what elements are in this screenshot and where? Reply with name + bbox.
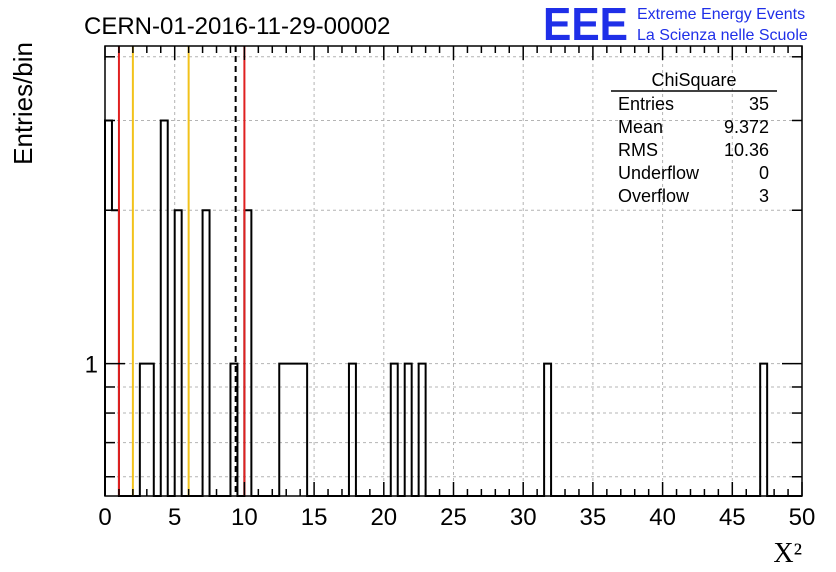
axis-ticks [104,46,803,496]
x-axis-label: X² [773,538,802,569]
chart-title: CERN-01-2016-11-29-00002 [84,13,390,40]
eee-logo: EEE Extreme Energy Events La Scienza nel… [543,0,808,50]
stats-row-value: 10.36 [724,140,769,160]
histogram-bin [300,364,307,496]
grid [105,46,802,496]
x-tick-labels: 0 5 10 15 20 25 30 35 40 45 50 [98,504,815,531]
x-tick-label: 20 [370,504,397,531]
histogram-bin [105,120,112,496]
histogram-bin [349,364,356,496]
histogram-bin [175,210,182,496]
x-tick-label: 40 [649,504,676,531]
x-tick-label: 45 [719,504,746,531]
stats-row-value: 3 [759,186,769,206]
stats-row-label: RMS [618,140,658,160]
histogram-bin [419,364,426,496]
histogram-bin [286,364,293,496]
histogram-bin [544,364,551,496]
stats-row-label: Entries [618,94,674,114]
stats-row-value: 0 [759,163,769,183]
stats-row-label: Mean [618,117,663,137]
stats-row-label: Underflow [618,163,700,183]
x-tick-label: 50 [789,504,816,531]
stats-box: ChiSquare Entries 35 Mean 9.372 RMS 10.36 Unde… [611,70,777,206]
x-tick-label: 15 [301,504,328,531]
histogram-bin [293,364,300,496]
histogram-bin [279,364,286,496]
stats-row-value: 35 [749,94,769,114]
histogram-bin [405,364,412,496]
logo-line-2: La Scienza nelle Scuole [637,27,808,44]
y-axis-label: Entries/bin [8,42,38,165]
histogram-bin [147,364,154,496]
marker-lines [117,46,246,496]
stats-box-title: ChiSquare [651,70,736,90]
y-tick-labels: 1 [85,352,98,379]
x-tick-label: 35 [580,504,607,531]
x-tick-label: 10 [231,504,258,531]
histogram-bin [112,210,119,496]
histogram-bin [203,210,210,496]
histogram-bin [760,364,767,496]
y-tick-label: 1 [85,352,98,379]
x-tick-label: 25 [440,504,467,531]
x-tick-label: 0 [98,504,111,531]
x-tick-label: 5 [168,504,181,531]
logo-line-1: Extreme Energy Events [637,6,805,23]
stats-row-label: Overflow [618,186,690,206]
histogram-bin [244,210,251,496]
histogram-bin [140,364,147,496]
logo-text: EEE [543,0,628,50]
x-tick-label: 30 [510,504,537,531]
histogram-bin [161,120,168,496]
histogram-bin [391,364,398,496]
stats-row-value: 9.372 [724,117,769,137]
